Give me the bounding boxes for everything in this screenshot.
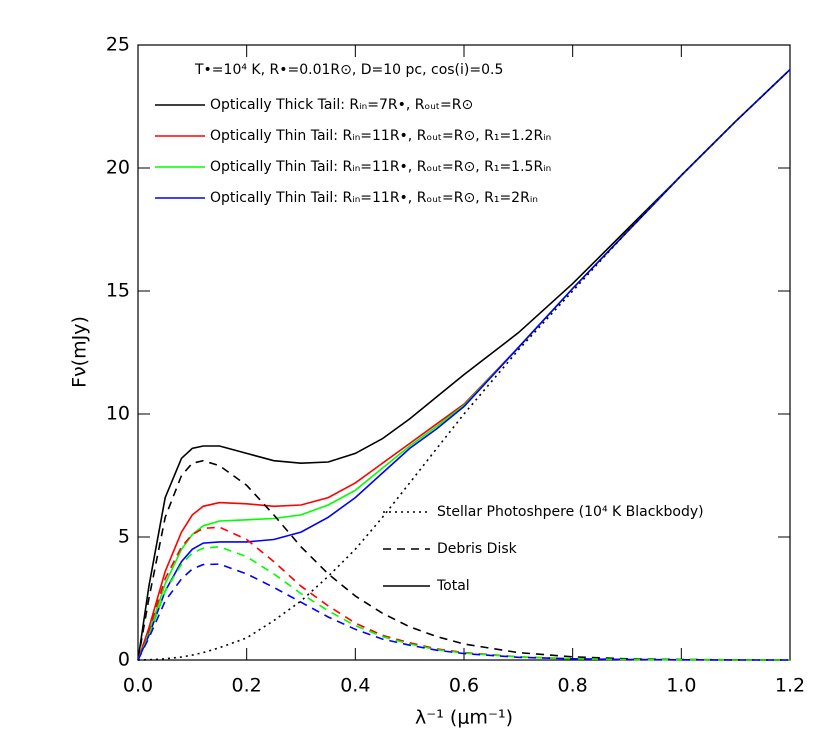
series-line (137, 69, 791, 661)
x-tick-label: 1.0 (666, 675, 696, 697)
y-tick-label: 5 (118, 526, 130, 548)
style-legend-label: Total (436, 578, 470, 594)
legend-label: Optically Thin Tail: Rᵢₙ=11R•, Rₒᵤₜ=R⊙, … (210, 128, 551, 144)
x-axis-label: λ⁻¹ (μm⁻¹) (415, 707, 513, 729)
series-line (137, 69, 791, 661)
y-tick-label: 10 (106, 403, 130, 425)
series-line (137, 545, 790, 661)
x-tick-label: 0.8 (558, 675, 588, 697)
legend-label: Optically Thin Tail: Rᵢₙ=11R•, Rₒᵤₜ=R⊙, … (210, 190, 538, 206)
legend-label: Optically Thin Tail: Rᵢₙ=11R•, Rₒᵤₜ=R⊙, … (210, 159, 551, 175)
style-legend-label: Debris Disk (437, 541, 518, 557)
y-tick-label: 25 (106, 34, 130, 56)
y-tick-label: 20 (106, 157, 130, 179)
x-tick-label: 0.4 (340, 675, 370, 697)
style-legend-label: Stellar Photoshpere (10⁴ K Blackbody) (437, 504, 704, 520)
legend-label: Optically Thick Tail: Rᵢₙ=7R•, Rₒᵤₜ=R⊙ (210, 97, 473, 113)
series-line (137, 526, 790, 661)
series-line (137, 563, 790, 661)
annotation: T•=10⁴ K, R•=0.01R⊙, D=10 pc, cos(i)=0.5 (194, 62, 503, 78)
x-tick-label: 0.6 (449, 675, 479, 697)
y-tick-label: 15 (106, 280, 130, 302)
series-line (137, 459, 791, 661)
x-tick-label: 0.0 (123, 675, 153, 697)
y-axis-label: Fν(mJy) (69, 316, 91, 388)
x-tick-label: 0.2 (232, 675, 262, 697)
y-tick-label: 0 (118, 649, 130, 671)
x-tick-label: 1.2 (775, 675, 805, 697)
series-line (137, 69, 791, 661)
